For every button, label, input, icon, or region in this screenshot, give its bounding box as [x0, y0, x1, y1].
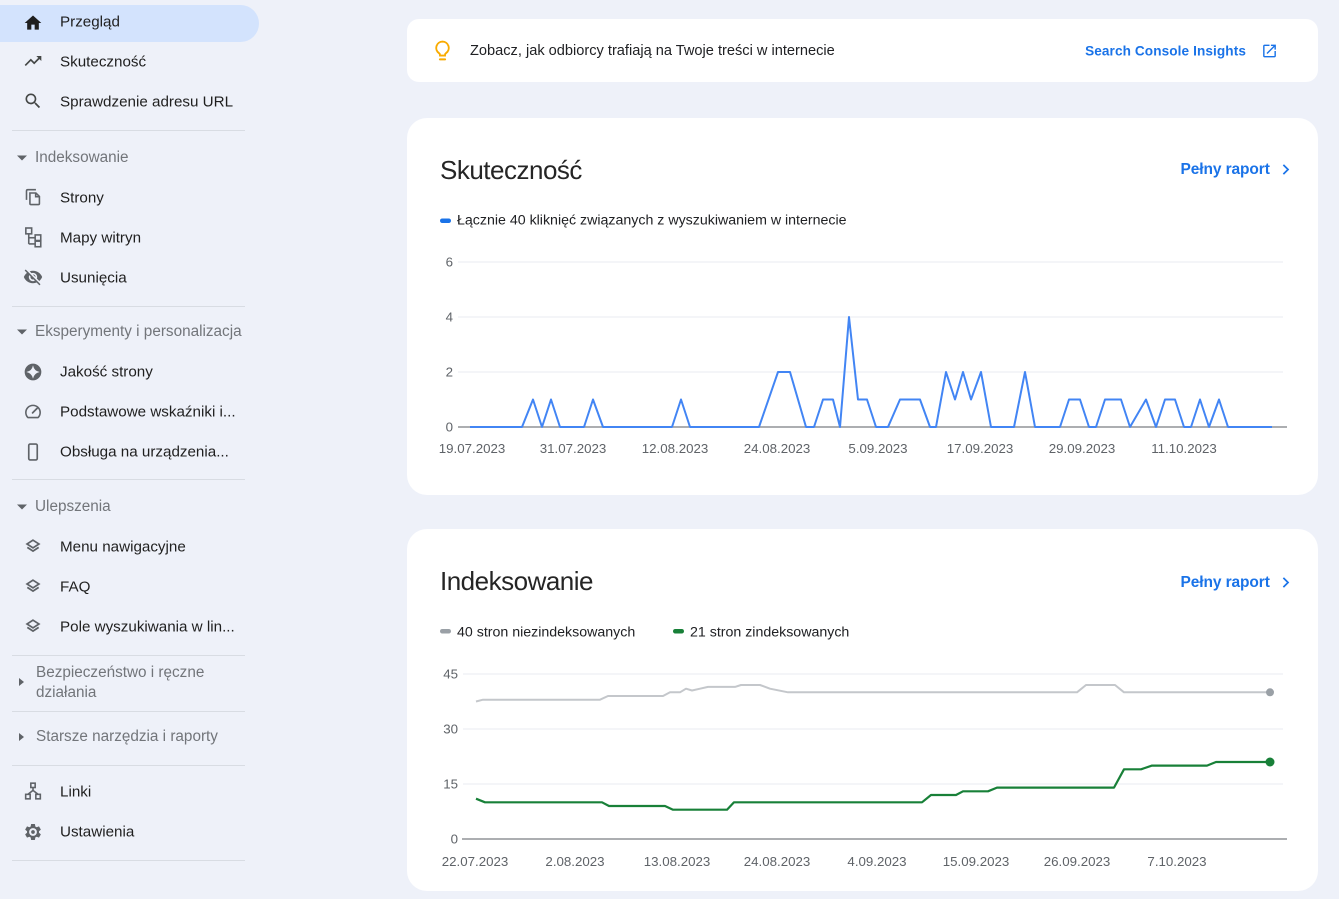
svg-text:15: 15: [443, 777, 458, 792]
svg-text:26.09.2023: 26.09.2023: [1044, 854, 1111, 869]
svg-text:5.09.2023: 5.09.2023: [848, 441, 907, 456]
svg-text:29.09.2023: 29.09.2023: [1049, 441, 1116, 456]
svg-text:24.08.2023: 24.08.2023: [744, 441, 811, 456]
svg-text:4.09.2023: 4.09.2023: [847, 854, 906, 869]
svg-text:15.09.2023: 15.09.2023: [943, 854, 1010, 869]
svg-text:17.09.2023: 17.09.2023: [947, 441, 1014, 456]
svg-text:31.07.2023: 31.07.2023: [540, 441, 607, 456]
svg-text:22.07.2023: 22.07.2023: [442, 854, 509, 869]
svg-text:45: 45: [443, 667, 458, 682]
svg-text:2: 2: [446, 365, 453, 380]
svg-text:12.08.2023: 12.08.2023: [642, 441, 709, 456]
svg-text:6: 6: [446, 255, 453, 270]
svg-text:2.08.2023: 2.08.2023: [545, 854, 604, 869]
svg-text:40 stron niezindeksowanych: 40 stron niezindeksowanych: [457, 625, 635, 641]
svg-text:0: 0: [451, 832, 458, 847]
svg-text:0: 0: [446, 420, 453, 435]
svg-text:30: 30: [443, 722, 458, 737]
svg-text:4: 4: [446, 310, 453, 325]
svg-text:13.08.2023: 13.08.2023: [644, 854, 711, 869]
svg-text:21 stron zindeksowanych: 21 stron zindeksowanych: [690, 625, 849, 641]
svg-text:24.08.2023: 24.08.2023: [744, 854, 811, 869]
svg-text:7.10.2023: 7.10.2023: [1147, 854, 1206, 869]
svg-text:11.10.2023: 11.10.2023: [1151, 441, 1217, 456]
svg-text:19.07.2023: 19.07.2023: [439, 441, 506, 456]
svg-text:Łącznie 40 kliknięć związanych: Łącznie 40 kliknięć związanych z wyszuki…: [457, 213, 847, 229]
